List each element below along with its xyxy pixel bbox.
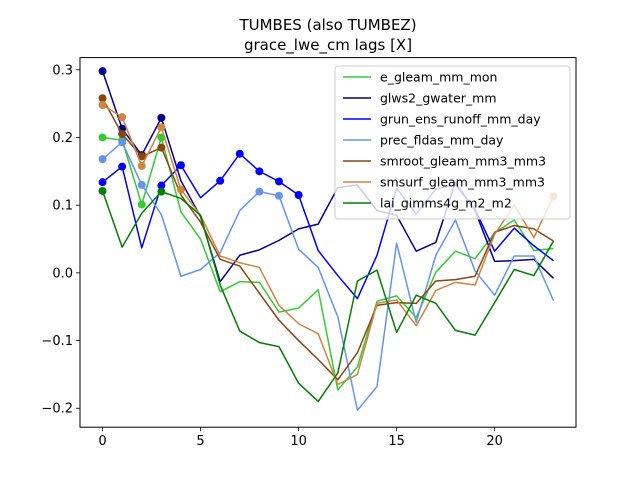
data-point bbox=[176, 185, 185, 194]
data-point bbox=[157, 187, 166, 196]
legend-box bbox=[334, 65, 571, 220]
data-point bbox=[98, 100, 107, 109]
data-point bbox=[216, 176, 225, 185]
y-tick-label: 0.1 bbox=[52, 199, 73, 214]
legend-label: glws2_gwater_mm bbox=[380, 91, 497, 106]
series-line bbox=[102, 104, 555, 386]
chart-title-line2: grace_lwe_cm lags [X] bbox=[244, 36, 412, 55]
data-point bbox=[274, 191, 283, 200]
data-point bbox=[137, 200, 146, 209]
x-tick-label: 15 bbox=[388, 434, 405, 449]
legend-label: e_gleam_mm_mon bbox=[380, 70, 497, 85]
series-e_gleam_mm_mon bbox=[98, 133, 554, 391]
y-tick-label: 0.0 bbox=[52, 266, 73, 281]
series-smroot_gleam_mm3_mm3 bbox=[98, 94, 554, 381]
legend-label: lai_gimms4g_m2_m2 bbox=[380, 196, 512, 211]
data-point bbox=[137, 161, 146, 170]
data-point bbox=[176, 161, 185, 170]
legend-label: smsurf_gleam_mm3_mm3 bbox=[380, 175, 545, 190]
data-point bbox=[118, 162, 127, 171]
axes-layer: 0 5 10 15 20 −0.2 −0.1 0.0 0.1 0.2 0.3 bbox=[41, 57, 577, 449]
legend-label: prec_fldas_mm_day bbox=[380, 133, 504, 148]
data-point bbox=[98, 67, 107, 76]
data-point bbox=[98, 178, 107, 187]
legend-label: smroot_gleam_mm3_mm3 bbox=[380, 154, 546, 169]
chart-title-line1: TUMBES (also TUMBEZ) bbox=[238, 16, 416, 34]
data-point bbox=[118, 113, 127, 122]
data-point bbox=[98, 155, 107, 164]
x-tick-label: 5 bbox=[196, 434, 204, 449]
data-point bbox=[157, 181, 166, 190]
legend-label: grun_ens_runoff_mm_day bbox=[380, 112, 541, 127]
y-tick-label: −0.1 bbox=[41, 334, 73, 349]
data-point bbox=[118, 130, 127, 139]
data-point bbox=[98, 186, 107, 195]
data-point bbox=[137, 180, 146, 189]
data-point bbox=[137, 152, 146, 161]
data-point bbox=[235, 149, 244, 158]
y-tick-label: −0.2 bbox=[41, 402, 73, 417]
data-point bbox=[255, 187, 264, 196]
data-point bbox=[118, 138, 127, 147]
x-tick-label: 10 bbox=[290, 434, 307, 449]
data-point bbox=[157, 113, 166, 122]
data-point bbox=[157, 143, 166, 152]
data-point bbox=[157, 123, 166, 132]
series-smsurf_gleam_mm3_mm3 bbox=[98, 100, 558, 386]
series-lai_gimms4g_m2_m2 bbox=[98, 186, 555, 403]
x-tick-label: 0 bbox=[98, 434, 106, 449]
data-point bbox=[98, 94, 107, 103]
data-point bbox=[274, 177, 283, 186]
series-line bbox=[101, 97, 554, 381]
x-tick-label: 20 bbox=[486, 434, 503, 449]
y-tick-label: 0.3 bbox=[52, 63, 73, 78]
data-point bbox=[255, 167, 264, 176]
data-point bbox=[98, 133, 107, 142]
series-line bbox=[102, 136, 554, 391]
y-tick-label: 0.2 bbox=[52, 131, 73, 146]
series-line bbox=[101, 190, 555, 403]
data-point bbox=[294, 191, 303, 200]
plot-frame bbox=[79, 57, 577, 428]
legend: e_gleam_mm_mon glws2_gwater_mm grun_ens_ru… bbox=[334, 65, 571, 220]
